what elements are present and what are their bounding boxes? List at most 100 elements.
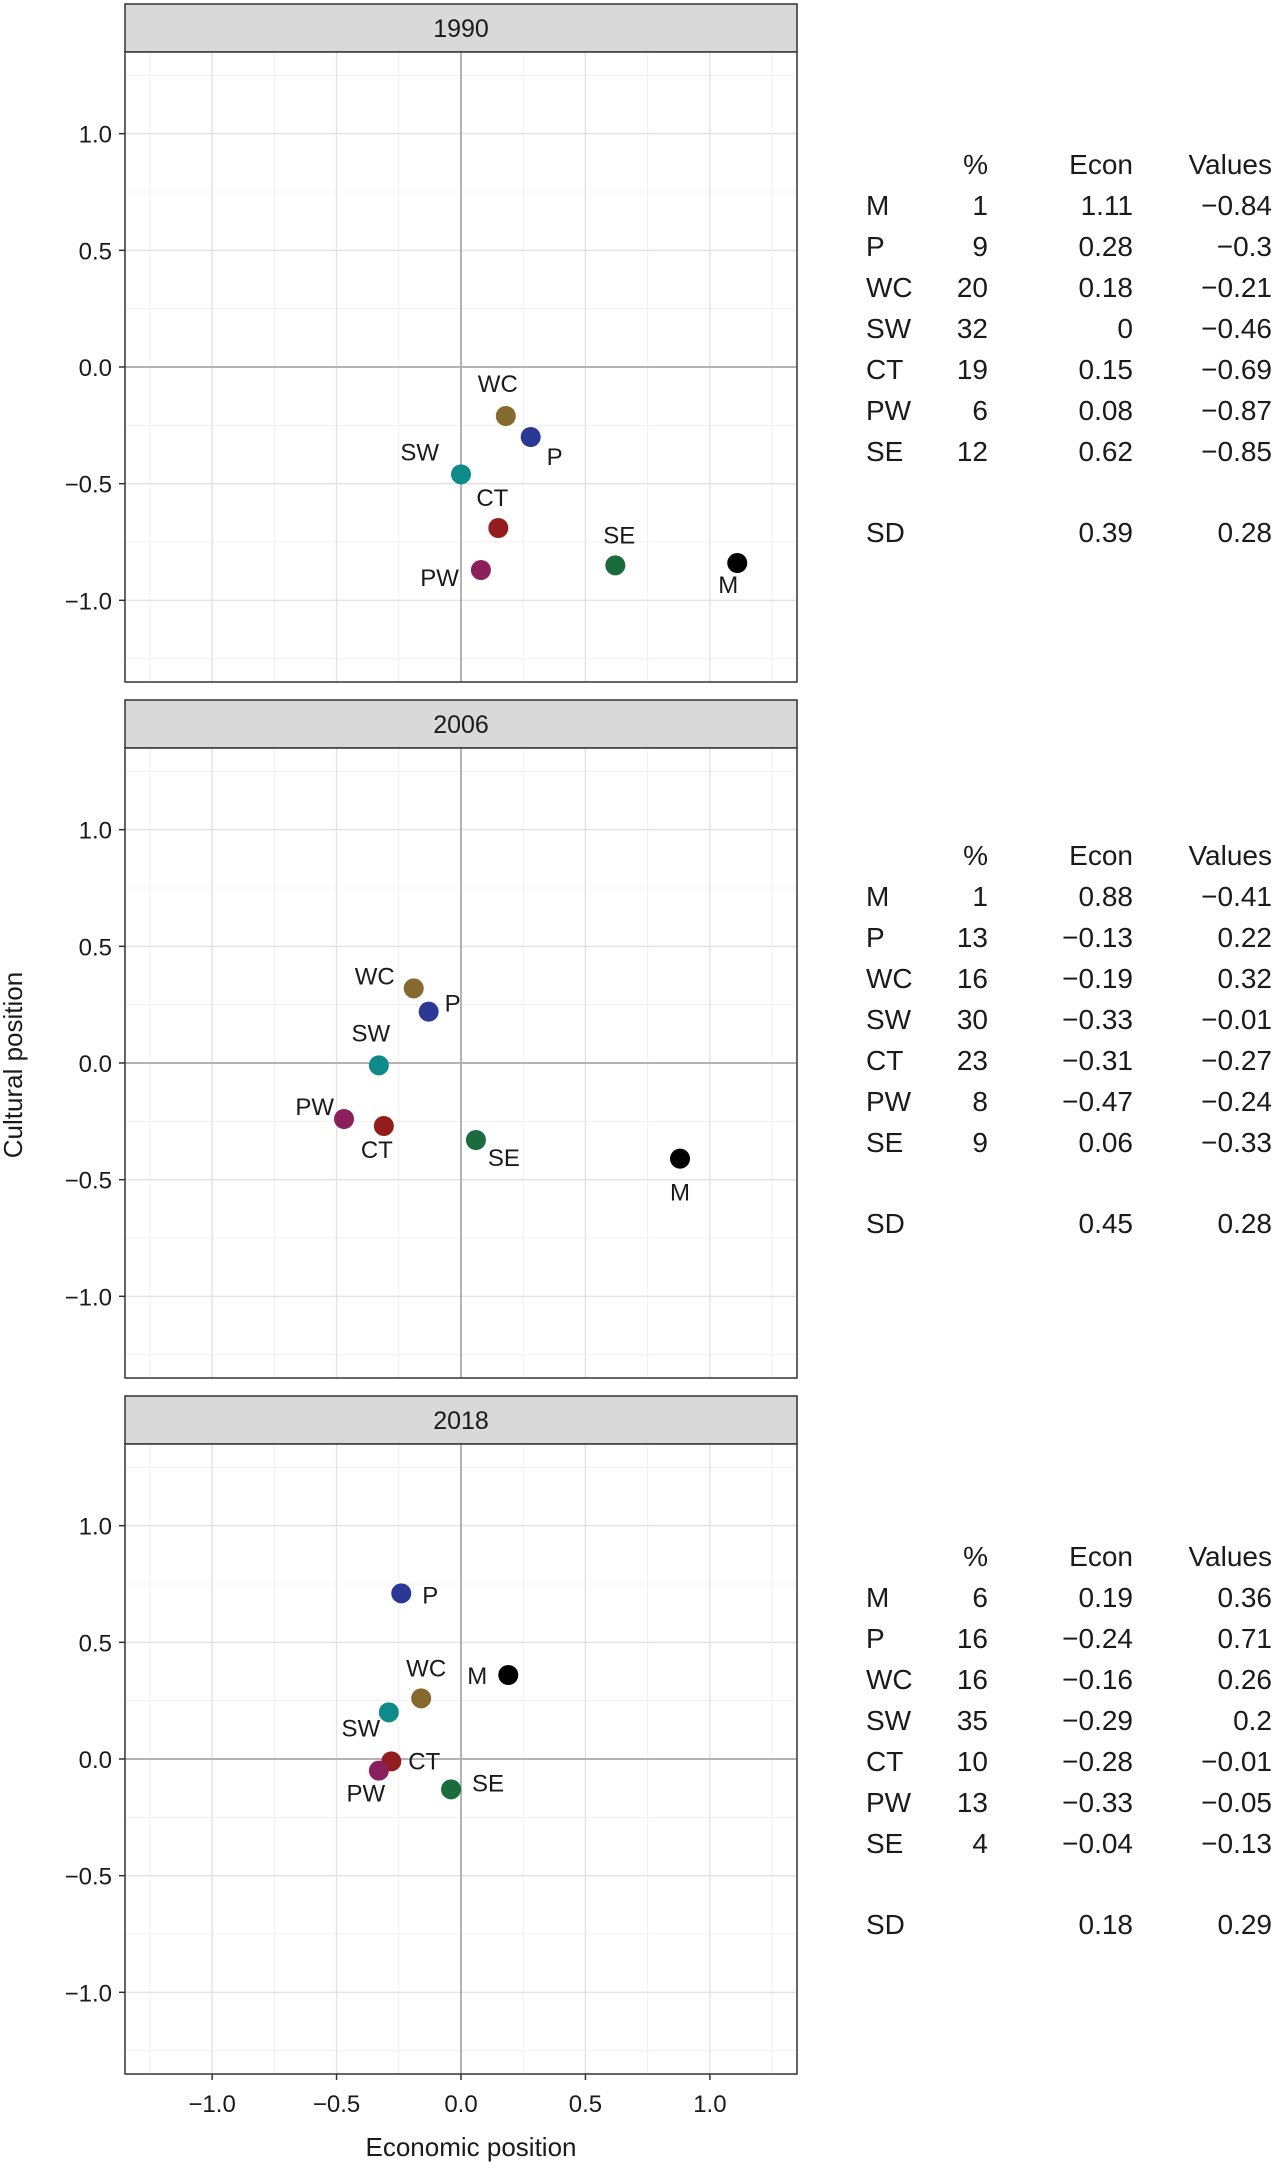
table-header-pct: %	[963, 1541, 988, 1572]
table-header-econ: Econ	[1069, 840, 1133, 871]
table-header-pct: %	[963, 840, 988, 871]
table-cell-pct: 13	[957, 1787, 988, 1818]
point-label-p: P	[422, 1582, 438, 1609]
table-header-values: Values	[1188, 1541, 1272, 1572]
table-cell-pct: 32	[957, 313, 988, 344]
point-label-se: SE	[488, 1145, 520, 1172]
point-pw	[368, 1760, 389, 1781]
summary-table-2018: % Econ Values M 6 0.19 0.36 P 16 −0.24 0.71 WC 16 −0.…	[866, 1541, 1272, 1940]
table-cell-values: −0.21	[1201, 272, 1272, 303]
table-sd-label: SD	[866, 1909, 905, 1940]
point-p	[520, 427, 541, 447]
point-ct	[373, 1116, 394, 1136]
point-label-m: M	[467, 1663, 487, 1690]
table-cell-pct: 12	[957, 436, 988, 467]
point-label-ct: CT	[476, 485, 508, 512]
point-pw	[334, 1109, 355, 1129]
table-cell-econ: −0.29	[1062, 1705, 1133, 1736]
table-cell-values: −0.46	[1201, 313, 1272, 344]
table-cell-pct: 35	[957, 1705, 988, 1736]
table-cell-values: −0.13	[1201, 1828, 1272, 1859]
panel-strip	[124, 3, 798, 53]
table-cell-pct: 13	[957, 922, 988, 953]
y-tick-label: −0.5	[65, 472, 112, 499]
table-cell-econ: 0.28	[1079, 231, 1134, 262]
table-cell-pct: 16	[957, 963, 988, 994]
x-axis-label: Economic position	[366, 2132, 577, 2162]
y-tick-label: 1.0	[79, 122, 112, 149]
y-tick-label: 0.5	[79, 238, 112, 265]
x-tick-label: −0.5	[313, 2091, 360, 2118]
table-sd-values: 0.28	[1218, 517, 1272, 548]
table-cell-econ: −0.28	[1062, 1746, 1133, 1777]
panel-2006: 2006 1.0 0.5 0.0 −0.5 −1.0 M P WC SW CT PW SE	[65, 699, 798, 1379]
table-cell-values: 0.2	[1233, 1705, 1272, 1736]
table-header-values: Values	[1188, 840, 1272, 871]
point-label-wc: WC	[355, 963, 395, 990]
summary-table-1990: % Econ Values M 1 1.11 −0.84 P 9 0.28 −0.3 WC 20 0.18…	[866, 149, 1272, 548]
table-cell-values: −0.69	[1201, 354, 1272, 385]
x-tick-label: −1.0	[188, 2091, 235, 2118]
table-cell-econ: −0.04	[1062, 1828, 1133, 1859]
table-cell-econ: 0.08	[1079, 395, 1134, 426]
panel-strip-label: 2006	[433, 711, 489, 739]
table-cell-name: SW	[866, 1004, 912, 1035]
point-label-sw: SW	[341, 1715, 380, 1742]
table-cell-econ: −0.31	[1062, 1045, 1133, 1076]
point-label-pw: PW	[295, 1094, 334, 1121]
table-cell-name: SE	[866, 1127, 903, 1158]
table-cell-values: −0.24	[1201, 1086, 1272, 1117]
point-label-m: M	[670, 1180, 690, 1207]
table-cell-econ: 0.62	[1079, 436, 1134, 467]
table-sd-econ: 0.39	[1079, 517, 1134, 548]
table-header-econ: Econ	[1069, 1541, 1133, 1572]
point-ct	[488, 518, 509, 538]
table-cell-values: 0.71	[1218, 1623, 1272, 1654]
table-cell-econ: 0.19	[1079, 1582, 1134, 1613]
table-cell-values: −0.05	[1201, 1787, 1272, 1818]
table-cell-name: M	[866, 881, 889, 912]
table-cell-pct: 4	[972, 1828, 988, 1859]
table-header-pct: %	[963, 149, 988, 180]
point-m	[498, 1665, 519, 1685]
table-sd-econ: 0.18	[1079, 1909, 1134, 1940]
point-p	[391, 1583, 412, 1604]
panel-2018: 2018 1.0 0.5 0.0 −0.5 −1.0 −1.0 −0.5 0.0 0.5 1.0 M P…	[65, 1395, 798, 2118]
table-cell-name: CT	[866, 1746, 903, 1777]
table-header-values: Values	[1188, 149, 1272, 180]
table-cell-values: −0.84	[1201, 190, 1272, 221]
x-tick-label: 1.0	[693, 2091, 726, 2118]
point-se	[441, 1779, 462, 1800]
point-wc	[411, 1688, 432, 1709]
table-cell-pct: 1	[972, 881, 988, 912]
table-cell-name: SW	[866, 313, 912, 344]
table-cell-values: 0.32	[1218, 963, 1272, 994]
table-cell-values: 0.36	[1218, 1582, 1272, 1613]
table-cell-name: P	[866, 231, 885, 262]
y-tick-label: 0.0	[79, 355, 112, 382]
table-cell-econ: −0.13	[1062, 922, 1133, 953]
table-cell-values: −0.3	[1217, 231, 1272, 262]
point-label-pw: PW	[347, 1781, 386, 1808]
point-se	[465, 1130, 486, 1150]
table-cell-pct: 16	[957, 1664, 988, 1695]
point-pw	[470, 560, 491, 580]
table-cell-pct: 6	[972, 1582, 988, 1613]
table-cell-values: −0.85	[1201, 436, 1272, 467]
table-cell-values: 0.26	[1218, 1664, 1272, 1695]
table-cell-econ: 0.15	[1079, 354, 1134, 385]
table-cell-econ: −0.33	[1062, 1004, 1133, 1035]
table-cell-pct: 20	[957, 272, 988, 303]
table-cell-pct: 9	[972, 231, 988, 262]
table-cell-name: PW	[866, 395, 912, 426]
point-label-pw: PW	[420, 565, 459, 592]
table-cell-values: −0.01	[1201, 1746, 1272, 1777]
y-tick-label: 1.0	[79, 818, 112, 845]
x-tick-label: 0.5	[569, 2091, 602, 2118]
table-cell-pct: 16	[957, 1623, 988, 1654]
table-cell-name: M	[866, 190, 889, 221]
point-label-p: P	[445, 991, 461, 1018]
point-label-m: M	[718, 572, 738, 599]
panel-strip	[124, 699, 798, 749]
